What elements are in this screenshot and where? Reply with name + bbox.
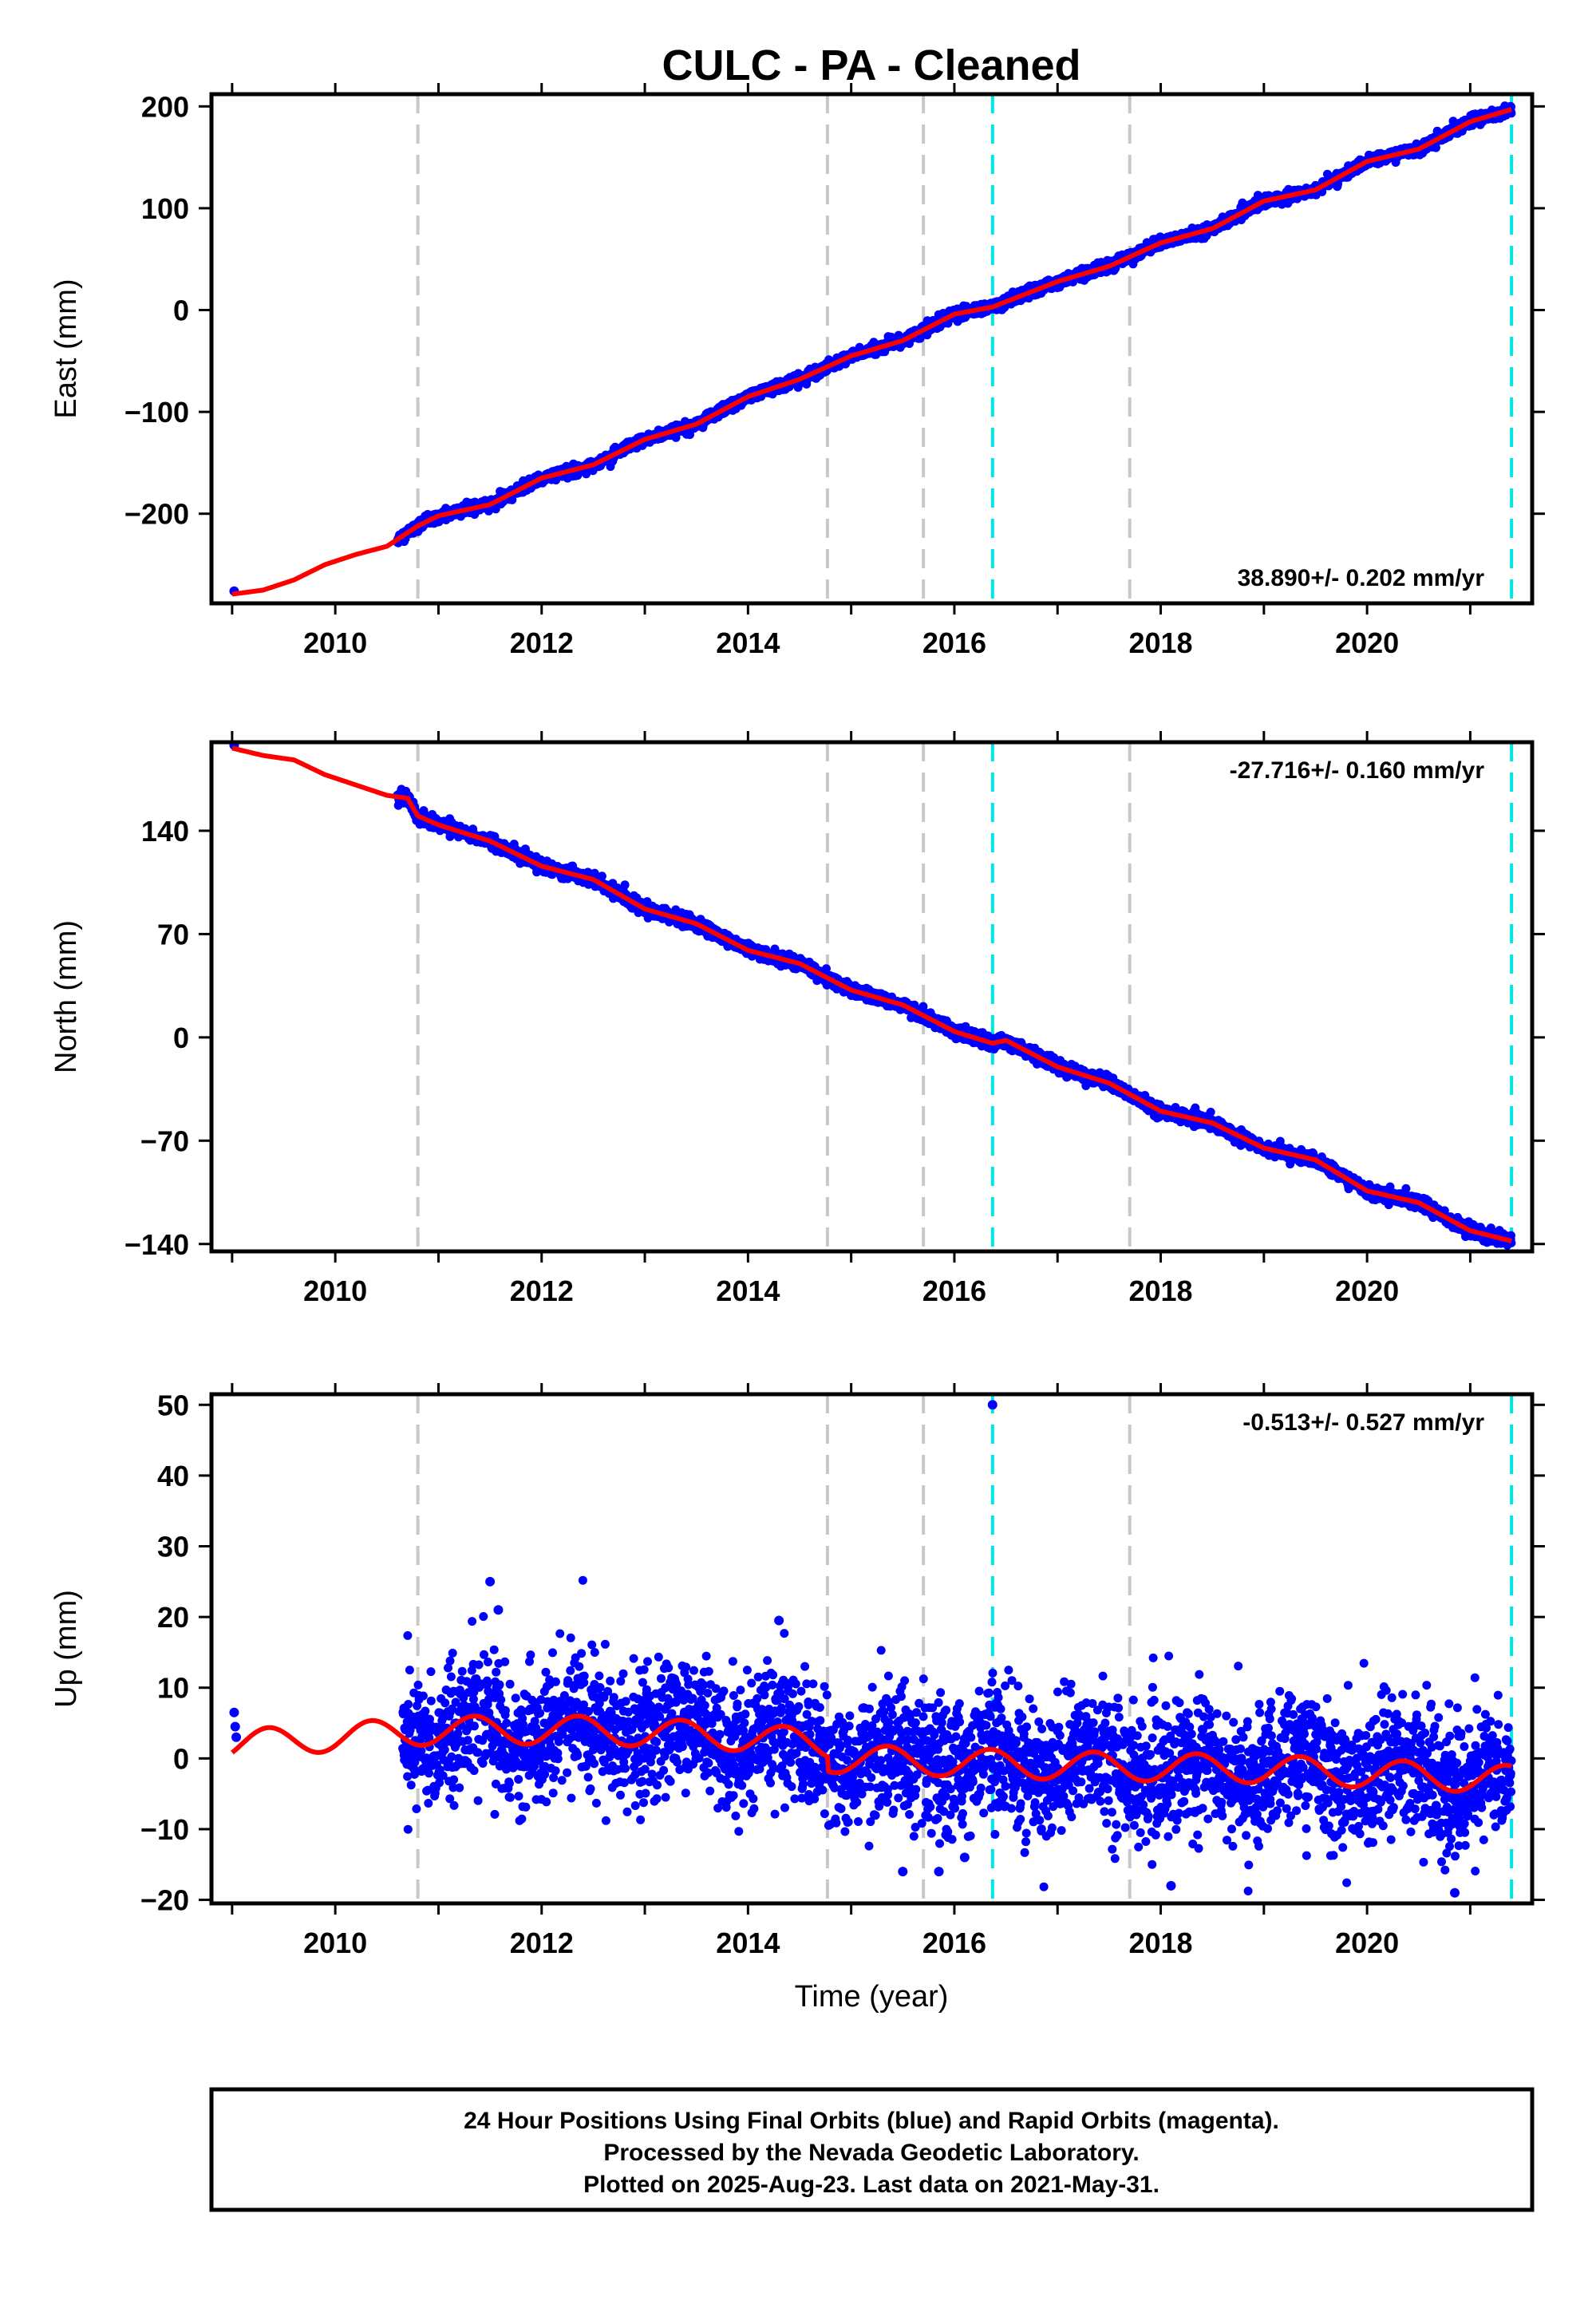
x-tick-label: 2020 [1335,626,1399,659]
y-tick-label: −100 [124,396,189,429]
x-tick-label: 2010 [303,626,367,659]
x-tick-label: 2014 [716,626,780,659]
x-tick-label: 2016 [922,626,986,659]
y-tick-label: 0 [173,294,189,327]
chart-north: 2010 2012 2014 2016 2018 2020−140−70070140Nor… [49,731,1545,1307]
y-tick-label: 200 [141,90,189,123]
data-point [508,495,517,504]
y-tick-label: 100 [141,192,189,225]
y-axis-label: East (mm) [49,279,83,418]
chart-east: 2010 2012 2014 2016 2018 2020 −200 −100 0 100 200 E… [49,83,1545,659]
y-tick-label: −200 [124,498,189,531]
velocity-rate-label: 38.890+/- 0.202 mm/yr [1238,565,1485,591]
page-title: CULC - PA - Cleaned [662,41,1080,89]
data-point [620,880,630,890]
x-tick-label: 2018 [1128,626,1192,659]
x-tick-label: 2012 [510,626,574,659]
